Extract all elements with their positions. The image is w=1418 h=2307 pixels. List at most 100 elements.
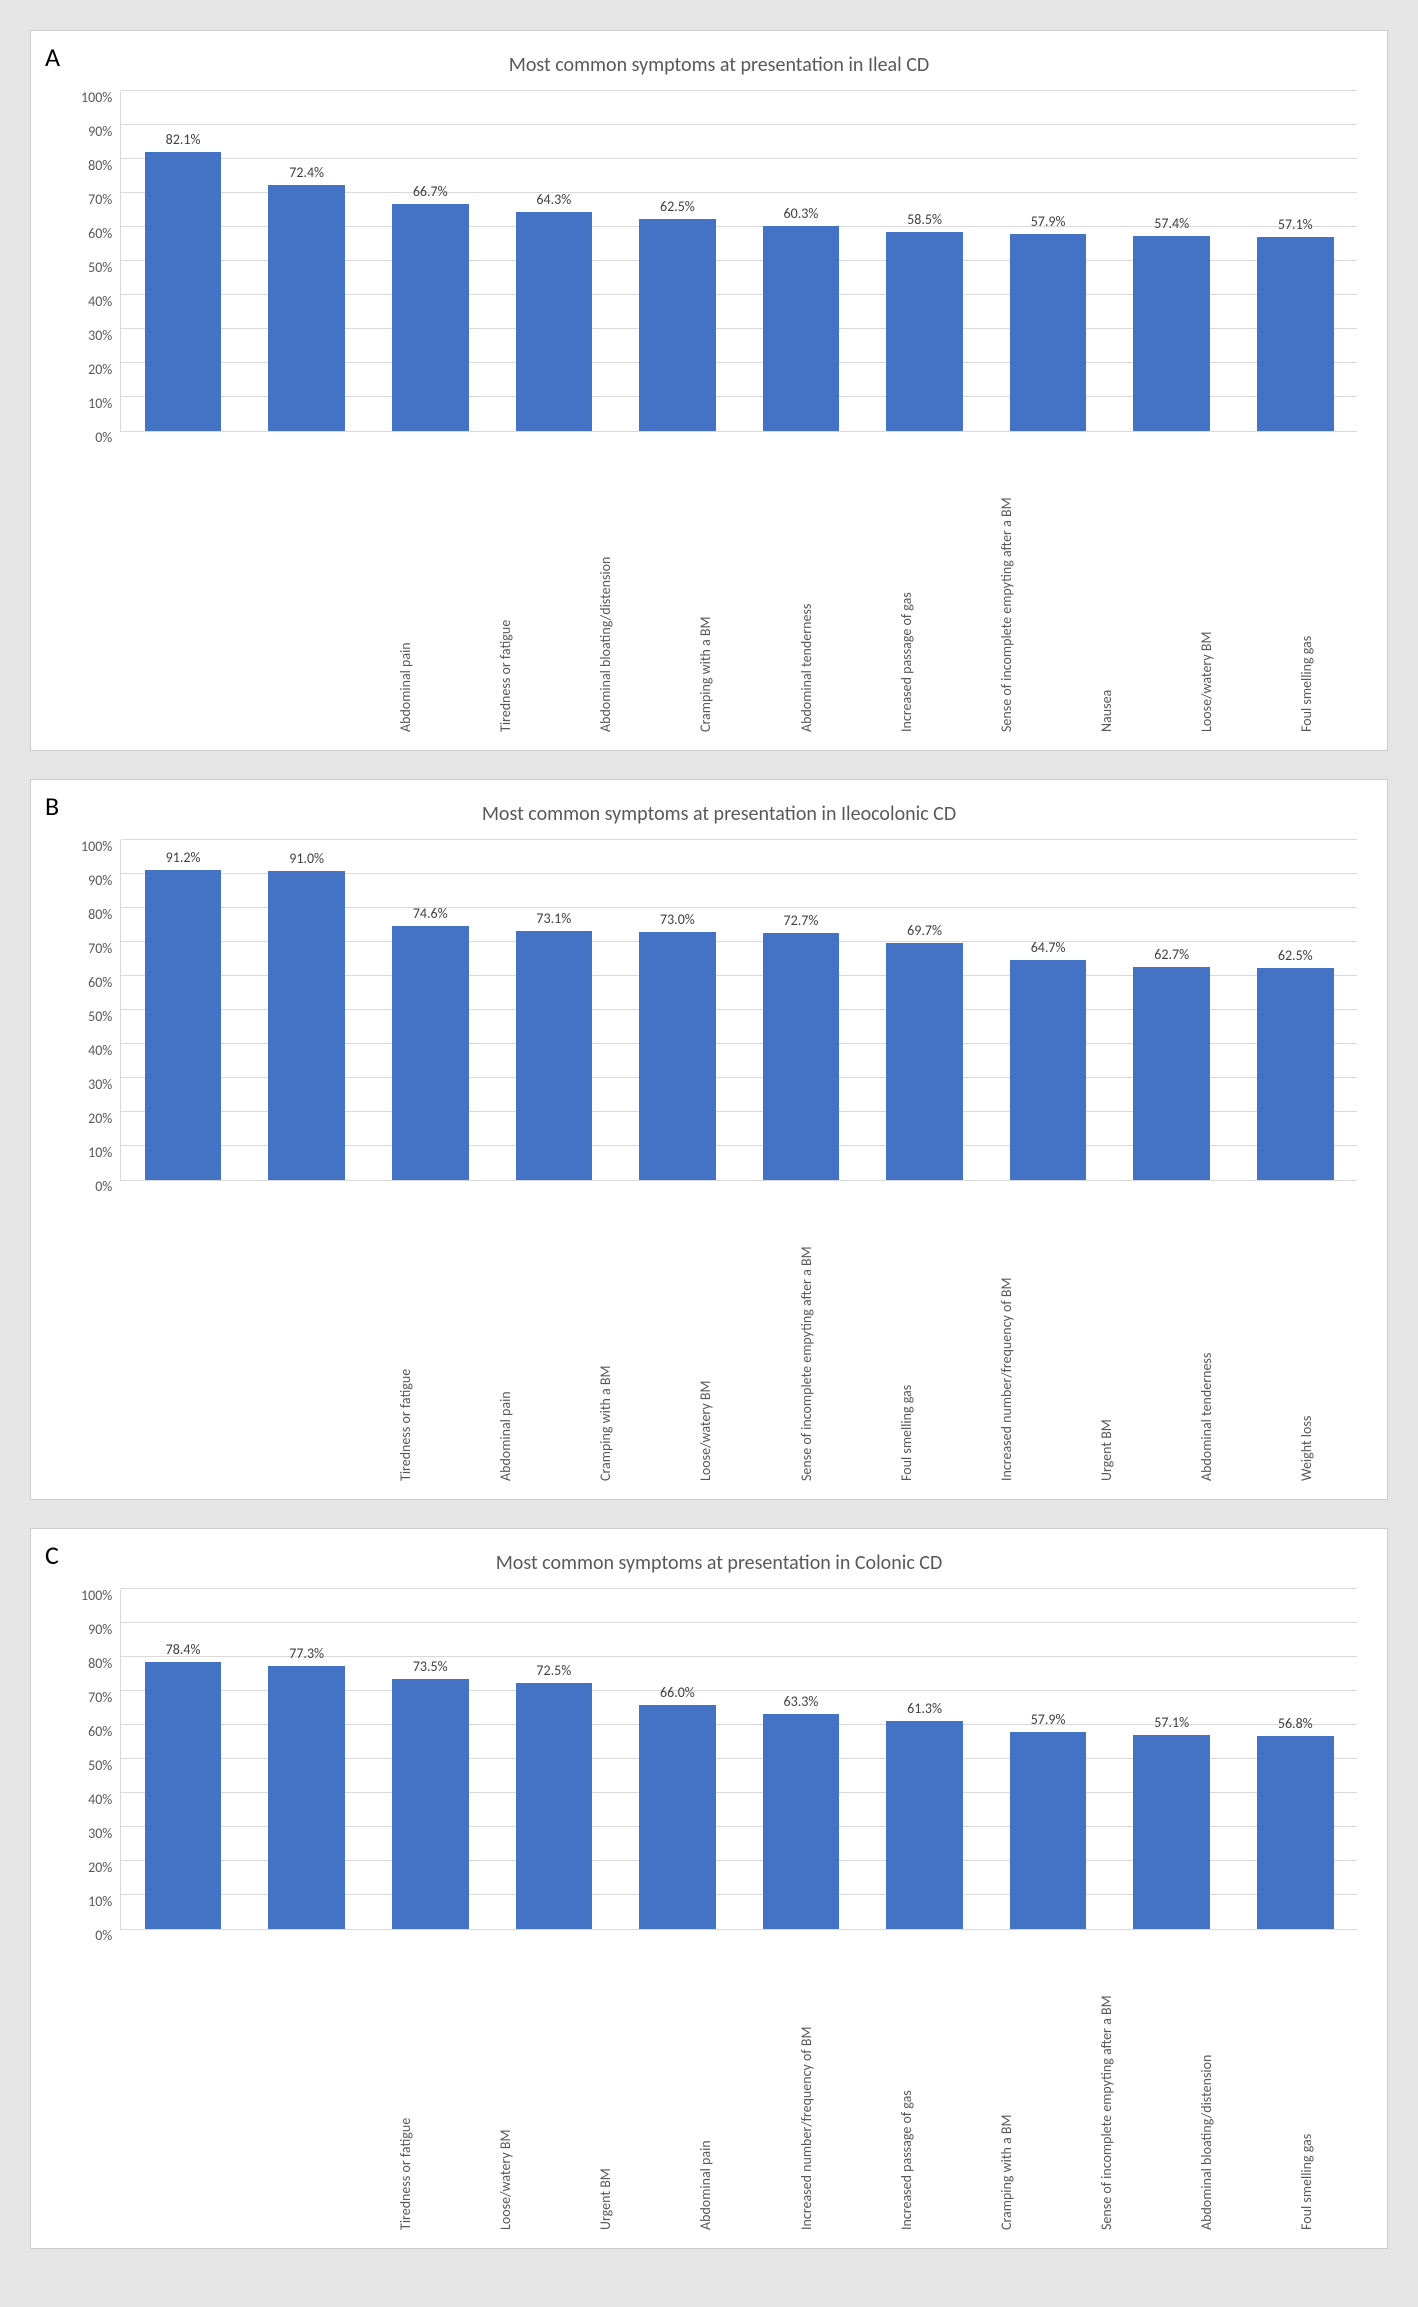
x-label-slot: Cramping with a BM	[556, 1181, 656, 1481]
bar-value-label: 69.7%	[907, 922, 942, 939]
x-category-label: Loose/watery BM	[1198, 438, 1215, 732]
x-category-label: Loose/watery BM	[697, 1187, 714, 1481]
plot-area: 91.2% 91.0% 74.6% 73.1% 73.0% 72.7% 69.7% 64.7%…	[120, 840, 1357, 1181]
x-label-slot: Abdominal bloating/distension	[1157, 1930, 1257, 2230]
bar	[516, 1683, 593, 1930]
chart-title: Most common symptoms at presentation in …	[81, 802, 1357, 826]
x-label-slot: Abdominal tenderness	[756, 432, 856, 732]
bar	[1257, 1736, 1334, 1929]
x-label-slot: Abdominal pain	[656, 1930, 756, 2230]
x-label-slot: Cramping with a BM	[656, 432, 756, 732]
x-category-label: Increased passage of gas	[898, 438, 915, 732]
x-axis: 100%90%80%70%60%50%40%30%20%10%0%Tiredne…	[81, 1181, 1357, 1481]
bar-slot: 60.3%	[739, 91, 863, 431]
x-label-slot: Foul smelling gas	[1257, 1930, 1357, 2230]
bar	[1257, 237, 1334, 431]
bar	[1133, 967, 1210, 1180]
x-label-slot: Abdominal pain	[355, 432, 455, 732]
chart-body: 100%90%80%70%60%50%40%30%20%10%0%82.1%72…	[81, 91, 1357, 432]
panel-letter: B	[45, 790, 59, 822]
x-axis: 100%90%80%70%60%50%40%30%20%10%0%Abdomin…	[81, 432, 1357, 732]
bar	[516, 931, 593, 1180]
bar-value-label: 77.3%	[289, 1645, 324, 1662]
bar-slot: 62.5%	[1234, 840, 1358, 1180]
bar-slot: 82.1%	[121, 91, 245, 431]
bar-slot: 57.9%	[986, 1589, 1110, 1929]
bar-slot: 57.1%	[1110, 1589, 1234, 1929]
chart-title: Most common symptoms at presentation in …	[81, 1551, 1357, 1575]
bar	[763, 933, 840, 1180]
x-category-label: Cramping with a BM	[697, 438, 714, 732]
bar-value-label: 56.8%	[1278, 1715, 1313, 1732]
bar-slot: 64.3%	[492, 91, 616, 431]
x-label-slot: Weight loss	[1257, 1181, 1357, 1481]
bar-value-label: 73.1%	[536, 910, 571, 927]
bar	[145, 152, 222, 431]
bar-slot: 91.2%	[121, 840, 245, 1180]
bar	[886, 1721, 963, 1929]
y-axis: 100%90%80%70%60%50%40%30%20%10%0%	[81, 1589, 120, 1929]
x-category-label: Nausea	[1098, 438, 1115, 732]
charts-container: A Most common symptoms at presentation in…	[30, 30, 1388, 2249]
bar-value-label: 57.4%	[1154, 215, 1189, 232]
x-category-label: Loose/watery BM	[497, 1936, 514, 2230]
bar	[1010, 960, 1087, 1180]
bar-value-label: 73.0%	[660, 911, 695, 928]
bar-slot: 66.0%	[616, 1589, 740, 1929]
bar-value-label: 62.5%	[1278, 947, 1313, 964]
x-axis-inner: Tiredness or fatigue Loose/watery BM Urgen…	[355, 1930, 1357, 2230]
bar-value-label: 82.1%	[166, 131, 201, 148]
x-category-label: Weight loss	[1298, 1187, 1315, 1481]
bar-slot: 77.3%	[245, 1589, 369, 1929]
bar-value-label: 91.0%	[289, 850, 324, 867]
x-axis: 100%90%80%70%60%50%40%30%20%10%0%Tiredne…	[81, 1930, 1357, 2230]
panel-letter: C	[45, 1539, 59, 1571]
x-label-slot: Urgent BM	[556, 1930, 656, 2230]
x-label-slot: Sense of incomplete empyting after a BM	[756, 1181, 856, 1481]
x-label-slot: Loose/watery BM	[656, 1181, 756, 1481]
bar-slot: 61.3%	[863, 1589, 987, 1929]
bar-value-label: 72.7%	[784, 912, 819, 929]
bar-value-label: 57.9%	[1031, 213, 1066, 230]
x-category-label: Cramping with a BM	[998, 1936, 1015, 2230]
chart-panel: AMost common symptoms at presentation in…	[30, 30, 1388, 751]
x-label-slot: Loose/watery BM	[455, 1930, 555, 2230]
bar	[268, 871, 345, 1180]
x-category-label: Abdominal tenderness	[798, 438, 815, 732]
bar-slot: 57.1%	[1234, 91, 1358, 431]
bar-value-label: 64.3%	[536, 191, 571, 208]
x-category-label: Increased passage of gas	[898, 1936, 915, 2230]
bar-value-label: 74.6%	[413, 905, 448, 922]
x-label-slot: Tiredness or fatigue	[355, 1181, 455, 1481]
panel-letter: A	[45, 41, 60, 73]
bar-slot: 64.7%	[986, 840, 1110, 1180]
plot-area: 78.4%77.3%73.5%72.5%66.0%63.3%61.3%57.9%…	[120, 1589, 1357, 1930]
bar-slot: 69.7%	[863, 840, 987, 1180]
bar	[639, 932, 716, 1180]
x-label-slot: Sense of incomplete empyting after a BM	[1056, 1930, 1156, 2230]
plot-area: 82.1%72.4%66.7%64.3%62.5%60.3%58.5%57.9%…	[120, 91, 1357, 432]
x-label-slot: Abdominal bloating/distension	[556, 432, 656, 732]
bar	[392, 926, 469, 1180]
bar-value-label: 60.3%	[784, 205, 819, 222]
x-label-slot: Increased number/frequency of BM	[756, 1930, 856, 2230]
bar	[886, 232, 963, 431]
x-category-label: Tiredness or fatigue	[397, 1936, 414, 2230]
bar-slot: 62.7%	[1110, 840, 1234, 1180]
bar-slot: 58.5%	[863, 91, 987, 431]
x-category-label: Abdominal pain	[497, 1187, 514, 1481]
x-label-slot: Foul smelling gas	[1257, 432, 1357, 732]
bar-slot: 57.9%	[986, 91, 1110, 431]
x-label-slot: Abdominal pain	[455, 1181, 555, 1481]
bar-value-label: 57.1%	[1278, 216, 1313, 233]
bar	[763, 226, 840, 431]
x-label-slot: Nausea	[1056, 432, 1156, 732]
x-category-label: Cramping with a BM	[597, 1187, 614, 1481]
bar-value-label: 57.9%	[1031, 1711, 1066, 1728]
bar-value-label: 66.0%	[660, 1684, 695, 1701]
x-category-label: Abdominal pain	[397, 438, 414, 732]
bar	[1257, 968, 1334, 1181]
bar-slot: 91.0%	[245, 840, 369, 1180]
bar-slot: 73.5%	[368, 1589, 492, 1929]
bar	[1133, 236, 1210, 431]
